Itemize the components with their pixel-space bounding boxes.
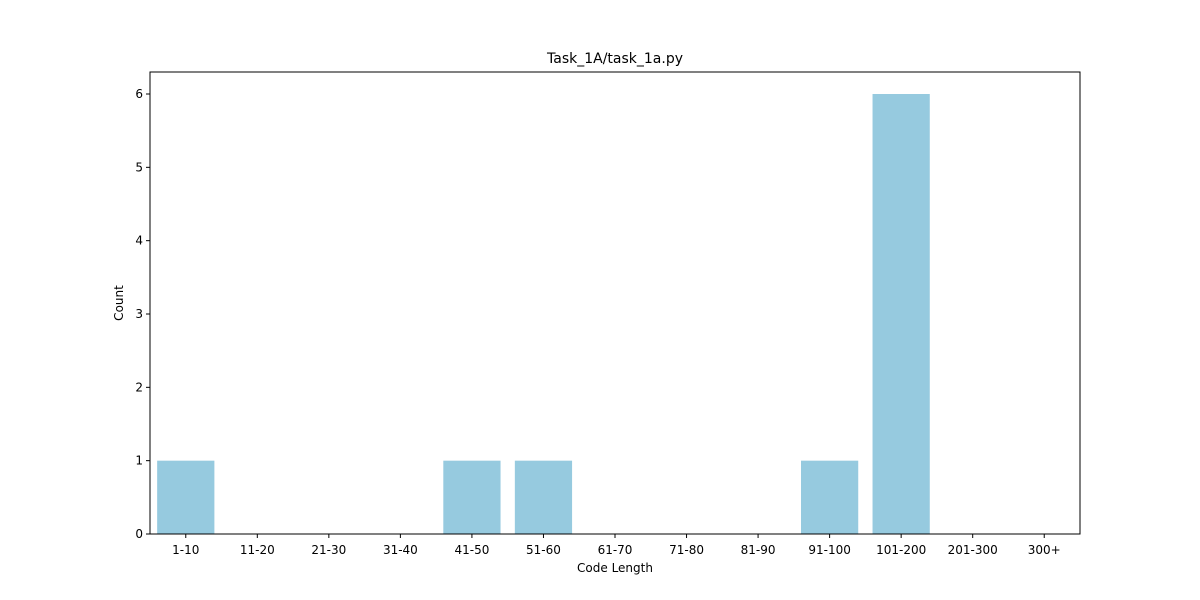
y-tick-label: 3: [135, 307, 143, 321]
y-axis-label: Count: [112, 285, 126, 321]
x-tick-label: 41-50: [454, 543, 489, 557]
y-tick-label: 4: [135, 234, 143, 248]
chart-title: Task_1A/task_1a.py: [546, 51, 683, 67]
bar-41-50: [443, 460, 501, 534]
x-tick-label: 81-90: [741, 543, 776, 557]
bar-101-200: [872, 94, 930, 534]
x-tick-label: 91-100: [808, 543, 851, 557]
x-tick-label: 1-10: [172, 543, 199, 557]
x-axis-label: Code Length: [577, 561, 653, 575]
y-tick-label: 2: [135, 380, 143, 394]
y-tick-label: 5: [135, 160, 143, 174]
y-tick-label: 1: [135, 454, 143, 468]
plot-frame: [149, 71, 1081, 535]
x-tick-label: 21-30: [311, 543, 346, 557]
bar-51-60: [514, 460, 573, 534]
y-tick-label: 0: [135, 527, 143, 541]
x-tick-label: 31-40: [383, 543, 418, 557]
x-tick-label: 61-70: [598, 543, 633, 557]
x-tick-label: 71-80: [669, 543, 704, 557]
y-axis-ticks: 0 1 2 3 4 5 6: [135, 87, 150, 541]
bar-1-10: [157, 460, 215, 534]
bars-group: [157, 94, 930, 534]
x-tick-label: 201-300: [948, 543, 998, 557]
y-tick-label: 6: [135, 87, 143, 101]
x-axis-ticks: 1-10 11-20 21-30 31-40 41-50 51-60 61-70 71-80 8…: [172, 534, 1061, 557]
x-tick-label: 300+: [1028, 543, 1061, 557]
x-tick-label: 11-20: [240, 543, 275, 557]
x-tick-label: 51-60: [526, 543, 561, 557]
x-tick-label: 101-200: [876, 543, 926, 557]
bar-91-100: [801, 460, 859, 534]
